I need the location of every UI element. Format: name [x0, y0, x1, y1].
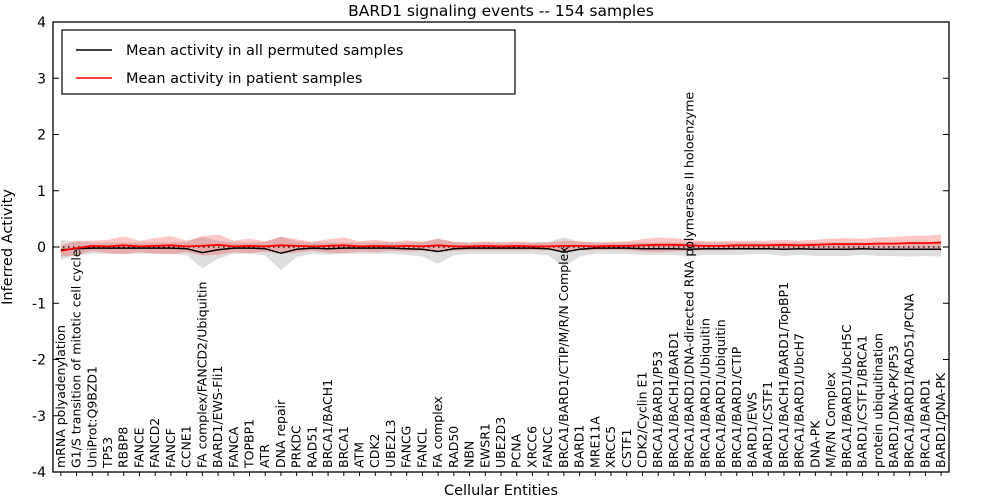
x-tick-label: BRCA1/BARD1/RAD51/PCNA: [902, 293, 917, 468]
x-tick-label: BRCA1/BACH1: [320, 379, 335, 468]
series-lines: [60, 241, 942, 254]
x-tick-label: BARD1/EWS-Fli1: [210, 366, 225, 468]
x-tick-label: BRCA1/BARD1/DNA-directed RNA polymerase …: [682, 92, 697, 468]
x-tick-label: BRCA1/BARD1/CTIP/M/R/N Complex: [556, 246, 571, 468]
x-tick-label: XRCC5: [603, 426, 618, 468]
x-tick-label: UniProt:Q9BZD1: [84, 366, 99, 468]
x-tick-label: BRCA1/BARD1/UbcH7: [792, 333, 807, 468]
x-tick-label: PRKDC: [289, 425, 304, 468]
x-tick-label: BRCA1/BARD1/UbcH5C: [839, 324, 854, 468]
x-tick-label: BRCA1/BARD1/P53: [650, 351, 665, 468]
x-tick-label: BARD1: [572, 425, 587, 468]
legend-label-patient: Mean activity in patient samples: [126, 71, 362, 87]
x-tick-label: RAD50: [446, 426, 461, 468]
x-tick-label: CSTF1: [619, 429, 634, 468]
x-tick-label: FA complex: [430, 396, 445, 468]
y-tick-labels: 4 3 2 1 0 -1 -2 -3 -4: [32, 15, 46, 481]
x-tick-label: TOPBP1: [242, 419, 257, 469]
x-tick-label: BARD1/DNA-PK: [933, 372, 948, 468]
x-tick-label: FANCF: [163, 428, 178, 468]
x-tick-label: FANCC: [540, 426, 555, 468]
x-tick-label: DNA repair: [273, 399, 288, 468]
y-tick-label: 3: [37, 71, 46, 87]
y-tick-label: -1: [32, 296, 46, 312]
x-tick-label: BARD1/DNA-PK/P53: [886, 345, 901, 468]
y-tick-label: -3: [32, 409, 46, 425]
x-tick-labels: mRNA polyadenylation G1/S transition of m…: [53, 92, 948, 469]
x-tick-label: CDK2/Cyclin E1: [635, 372, 650, 468]
x-tick-label: FA complex/FANCD2/Ubiquitin: [194, 282, 209, 468]
x-tick-label: XRCC6: [524, 426, 539, 468]
x-tick-label: BRCA1/BARD1/Ubiquitin: [697, 318, 712, 468]
x-tick-label: EWSR1: [477, 423, 492, 468]
x-tick-label: BRCA1/BARD1: [917, 379, 932, 468]
x-tick-label: BRCA1: [336, 426, 351, 468]
x-tick-label: protein ubiquitination: [870, 333, 885, 468]
y-tick-label: 0: [37, 240, 46, 256]
legend: Mean activity in all permuted samples Me…: [61, 29, 516, 95]
mean-line-permuted: [60, 247, 942, 254]
chart-title: BARD1 signaling events -- 154 samples: [348, 2, 654, 20]
x-tick-label: CCNE1: [179, 425, 194, 468]
x-tick-label: ATR: [257, 444, 272, 468]
y-tick-label: 4: [37, 15, 46, 31]
x-tick-label: BRCA1/BARD1/CTIP: [729, 346, 744, 468]
confidence-bands: [60, 234, 942, 271]
legend-label-permuted: Mean activity in all permuted samples: [126, 43, 403, 59]
x-tick-label: BARD1/CSTF1/BRCA1: [855, 335, 870, 468]
x-tick-label: M/R/N Complex: [823, 372, 838, 468]
y-tick-label: 1: [37, 184, 46, 200]
x-axis-label: Cellular Entities: [444, 483, 558, 499]
x-tick-label: UBE2D3: [493, 417, 508, 468]
x-tick-label: BRCA1/BACH1/BARD1: [666, 331, 681, 468]
x-tick-label: UBE2L3: [383, 420, 398, 469]
x-tick-label: G1/S transition of mitotic cell cycle: [69, 249, 84, 468]
x-tick-label: DNA-PK: [807, 420, 822, 468]
x-tick-label: FANCG: [399, 426, 414, 468]
plot-frame: [52, 21, 950, 473]
x-tick-label: mRNA polyadenylation: [53, 325, 68, 468]
mean-line-patient: [60, 241, 942, 252]
legend-box: [61, 29, 516, 95]
x-tick-label: RAD51: [304, 426, 319, 468]
x-tick-label: FANCD2: [147, 418, 162, 468]
x-tick-label: FANCA: [226, 426, 241, 468]
x-tick-label: RBBP8: [116, 427, 131, 468]
x-tick-label: CDK2: [367, 433, 382, 468]
x-tick-label: BRCA1/BACH1/BARD1/TopBP1: [776, 282, 791, 468]
x-tick-label: FANCL: [414, 428, 429, 468]
y-tick-label: -4: [32, 465, 46, 481]
x-tick-label: NBN: [462, 441, 477, 468]
x-tick-label: TP53: [100, 437, 115, 469]
axis-ticks: [53, 21, 949, 476]
x-tick-label: BARD1/CSTF1: [760, 381, 775, 468]
x-tick-label: PCNA: [509, 433, 524, 468]
x-tick-label: FANCE: [132, 427, 147, 468]
y-tick-label: -2: [32, 353, 46, 369]
y-axis-label: Inferred Activity: [0, 189, 16, 305]
x-tick-label: ATM: [352, 442, 367, 468]
x-tick-label: MRE11A: [587, 416, 602, 468]
x-tick-label: BARD1/EWS: [745, 392, 760, 468]
y-tick-label: 2: [37, 128, 46, 144]
x-tick-label: BRCA1/BARD1/ubiquitin: [713, 319, 728, 468]
